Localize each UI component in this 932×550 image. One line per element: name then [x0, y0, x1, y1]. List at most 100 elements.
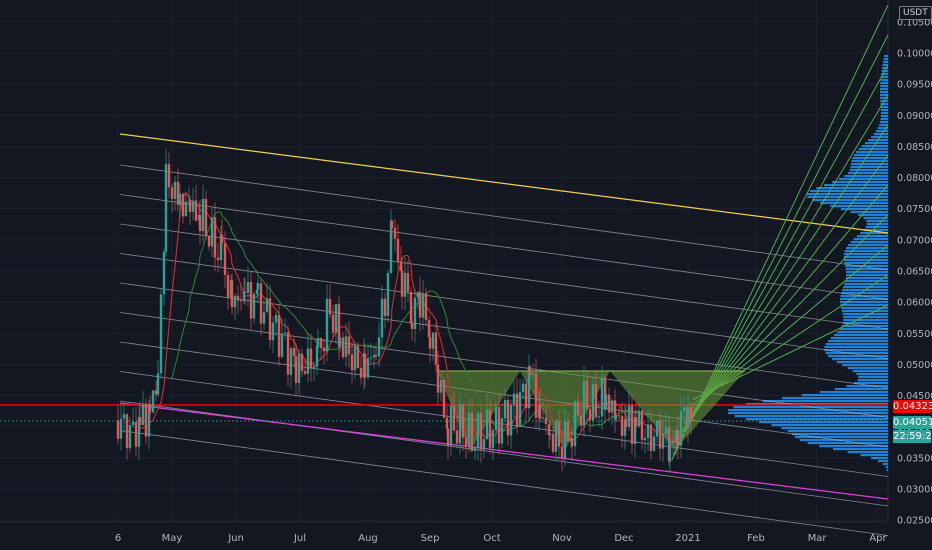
candle-body: [630, 405, 634, 445]
candle-body: [524, 383, 528, 409]
candle-body: [138, 417, 142, 425]
candle-body: [627, 405, 631, 427]
candle-body: [154, 390, 158, 395]
volume-bar: [850, 211, 888, 214]
candle-body: [613, 400, 617, 420]
volume-bar: [845, 280, 888, 283]
volume-bar: [860, 454, 888, 457]
candle-body: [445, 417, 449, 429]
candle-body: [500, 418, 504, 444]
candle-body: [470, 413, 474, 451]
candle-body: [116, 420, 120, 439]
candle-body: [676, 430, 680, 446]
volume-bar: [841, 310, 888, 313]
candle-body: [614, 415, 618, 420]
candle-body: [623, 419, 627, 436]
volume-bar: [843, 256, 888, 259]
volume-bar: [762, 400, 888, 403]
candle-body: [640, 410, 644, 441]
candle-body: [620, 416, 624, 436]
candle-body: [243, 291, 247, 294]
candle-body: [176, 181, 180, 206]
volume-bar: [882, 61, 888, 64]
candle-body: [396, 238, 400, 262]
candle-body: [661, 433, 665, 449]
currency-badge[interactable]: USDT: [899, 6, 932, 20]
volume-bar: [879, 124, 888, 127]
candle-body: [509, 404, 513, 436]
volume-bar: [847, 244, 888, 247]
volume-bar: [878, 460, 888, 463]
volume-bar: [858, 376, 888, 379]
candle-body: [338, 337, 342, 347]
candle-body: [297, 353, 301, 383]
volume-bar: [853, 154, 888, 157]
candle-body: [551, 433, 555, 452]
candle-body: [131, 421, 135, 426]
candle-body: [294, 356, 298, 383]
volume-bar: [840, 298, 888, 301]
left-shoulder: [437, 371, 520, 450]
volume-bar: [881, 73, 888, 76]
x-tick-label: Feb: [747, 533, 765, 544]
volume-bar: [844, 175, 888, 178]
volume-bar: [812, 199, 888, 202]
candle-body: [393, 227, 397, 239]
candle-body: [610, 400, 614, 413]
candle-body: [538, 404, 542, 419]
channel-line: [119, 164, 889, 271]
volume-bar: [819, 391, 888, 394]
volume-bar: [861, 145, 888, 148]
volume-bar: [875, 130, 888, 133]
candle-body: [380, 298, 384, 338]
candle-body: [634, 417, 638, 427]
candle-body: [341, 337, 345, 357]
volume-bar: [851, 160, 888, 163]
candle-body: [122, 414, 126, 419]
candle-body: [560, 446, 564, 459]
candle-body: [512, 393, 516, 405]
volume-bar: [856, 235, 888, 238]
volume-bar: [856, 151, 888, 154]
volume-bar: [880, 85, 888, 88]
candle-body: [328, 298, 332, 315]
channel-line: [119, 194, 889, 300]
x-tick-label: Oct: [483, 533, 500, 544]
candle-body: [600, 377, 604, 417]
candle-body: [624, 419, 628, 427]
candle-body: [427, 320, 431, 338]
volume-bar: [842, 364, 888, 367]
candle-body: [491, 430, 495, 448]
volume-bar: [880, 112, 888, 115]
volume-bar: [841, 307, 888, 310]
channel-line: [119, 312, 889, 418]
channel-line: [119, 371, 889, 477]
x-tick-label: Sep: [421, 533, 440, 544]
candle-body: [119, 418, 123, 439]
candle-body: [424, 293, 428, 321]
volume-bar: [880, 115, 888, 118]
candle-body: [233, 295, 237, 308]
candle-body: [147, 404, 151, 437]
candle-body: [547, 424, 551, 436]
volume-bar: [745, 403, 888, 406]
volume-bar: [857, 379, 888, 382]
x-tick-label: Jun: [227, 533, 244, 544]
volume-bar: [799, 439, 888, 442]
volume-bar: [880, 76, 888, 79]
candle-body: [643, 437, 647, 441]
candle-body: [674, 430, 678, 444]
candle-body: [148, 404, 152, 413]
volume-bar: [877, 127, 888, 130]
candle-body: [377, 337, 381, 357]
candle-body: [162, 251, 166, 295]
candle-body: [268, 298, 272, 341]
candle-body: [347, 336, 351, 355]
volume-bar: [824, 346, 888, 349]
candle-body: [144, 403, 148, 437]
candle-body: [554, 421, 558, 452]
right-shoulder: [610, 371, 745, 450]
candle-body: [482, 439, 486, 450]
